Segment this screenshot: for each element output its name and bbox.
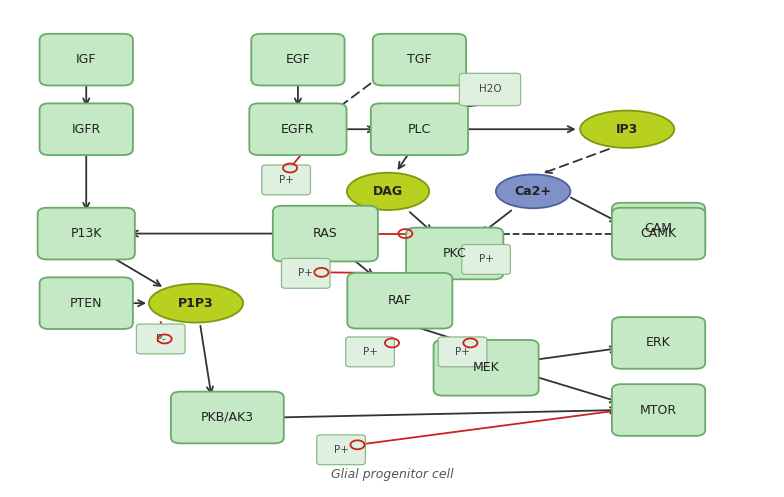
Text: Ca2+: Ca2+ [514, 185, 552, 198]
FancyBboxPatch shape [40, 103, 132, 155]
FancyBboxPatch shape [406, 228, 503, 279]
FancyBboxPatch shape [462, 245, 510, 274]
FancyBboxPatch shape [346, 337, 394, 367]
Text: P+: P+ [299, 268, 313, 278]
Text: EGFR: EGFR [281, 123, 314, 136]
FancyBboxPatch shape [40, 34, 132, 85]
Text: DAG: DAG [373, 185, 403, 198]
FancyBboxPatch shape [612, 384, 705, 436]
Text: RAF: RAF [388, 294, 412, 307]
Text: IGF: IGF [76, 53, 96, 66]
Ellipse shape [149, 284, 243, 323]
FancyBboxPatch shape [612, 203, 705, 254]
FancyBboxPatch shape [251, 34, 344, 85]
Text: P+: P+ [456, 347, 470, 357]
FancyBboxPatch shape [171, 392, 284, 443]
Text: P+: P+ [363, 347, 377, 357]
FancyBboxPatch shape [262, 165, 310, 195]
Text: P+: P+ [334, 445, 348, 455]
Text: MEK: MEK [473, 361, 499, 374]
Text: H2O: H2O [479, 84, 501, 94]
FancyBboxPatch shape [281, 258, 330, 288]
Text: PKC: PKC [443, 247, 466, 260]
FancyBboxPatch shape [612, 208, 705, 259]
FancyBboxPatch shape [273, 206, 378, 261]
Text: P+: P+ [479, 254, 493, 264]
FancyBboxPatch shape [434, 340, 539, 396]
Text: Glial progenitor cell: Glial progenitor cell [331, 468, 453, 481]
Text: RAS: RAS [313, 227, 338, 240]
Text: IP3: IP3 [616, 123, 638, 136]
FancyBboxPatch shape [438, 337, 487, 367]
Text: ERK: ERK [646, 336, 671, 349]
Ellipse shape [347, 172, 430, 210]
Ellipse shape [580, 110, 674, 148]
FancyBboxPatch shape [459, 73, 521, 106]
Text: PKB/AK3: PKB/AK3 [201, 411, 254, 424]
Text: PTEN: PTEN [70, 297, 103, 310]
FancyBboxPatch shape [371, 103, 468, 155]
FancyBboxPatch shape [317, 435, 365, 465]
FancyBboxPatch shape [38, 208, 135, 259]
Text: CAM: CAM [644, 222, 673, 235]
FancyBboxPatch shape [612, 317, 705, 369]
Text: MTOR: MTOR [640, 404, 677, 416]
FancyBboxPatch shape [373, 34, 466, 85]
Text: PLC: PLC [408, 123, 431, 136]
Text: IGFR: IGFR [71, 123, 101, 136]
Text: P1P3: P1P3 [178, 297, 214, 310]
FancyBboxPatch shape [347, 273, 452, 329]
Text: P+: P+ [279, 175, 293, 185]
FancyBboxPatch shape [249, 103, 347, 155]
Text: TGF: TGF [407, 53, 432, 66]
FancyBboxPatch shape [40, 277, 132, 329]
Text: CAMK: CAMK [641, 227, 677, 240]
Text: P-: P- [156, 334, 165, 344]
Text: P13K: P13K [71, 227, 102, 240]
Ellipse shape [495, 174, 571, 208]
FancyBboxPatch shape [136, 324, 185, 354]
Text: EGF: EGF [285, 53, 310, 66]
